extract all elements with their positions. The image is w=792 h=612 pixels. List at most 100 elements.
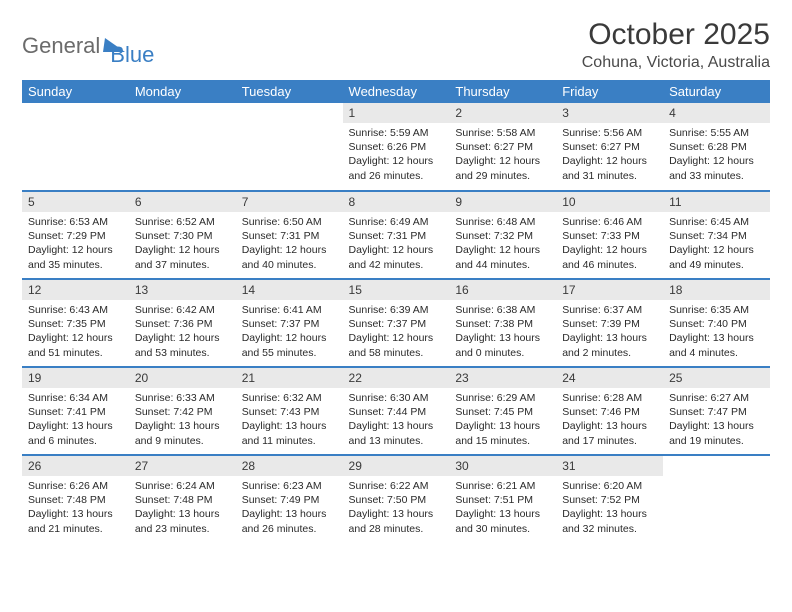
sunset-text: Sunset: 7:38 PM bbox=[455, 317, 550, 331]
day-number: 11 bbox=[663, 192, 770, 212]
daylight-text: Daylight: 12 hours and 37 minutes. bbox=[135, 243, 230, 271]
sunrise-text: Sunrise: 6:29 AM bbox=[455, 391, 550, 405]
day-number: 31 bbox=[556, 456, 663, 476]
calendar-cell: 8Sunrise: 6:49 AMSunset: 7:31 PMDaylight… bbox=[343, 191, 450, 279]
daylight-text: Daylight: 12 hours and 55 minutes. bbox=[242, 331, 337, 359]
day-number: 19 bbox=[22, 368, 129, 388]
sunrise-text: Sunrise: 6:27 AM bbox=[669, 391, 764, 405]
sunrise-text: Sunrise: 6:33 AM bbox=[135, 391, 230, 405]
daylight-text: Daylight: 13 hours and 21 minutes. bbox=[28, 507, 123, 535]
sunset-text: Sunset: 7:32 PM bbox=[455, 229, 550, 243]
calendar-cell: 26Sunrise: 6:26 AMSunset: 7:48 PMDayligh… bbox=[22, 455, 129, 543]
sunrise-text: Sunrise: 6:34 AM bbox=[28, 391, 123, 405]
daylight-text: Daylight: 13 hours and 9 minutes. bbox=[135, 419, 230, 447]
sunrise-text: Sunrise: 6:43 AM bbox=[28, 303, 123, 317]
sunset-text: Sunset: 6:28 PM bbox=[669, 140, 764, 154]
daylight-text: Daylight: 13 hours and 23 minutes. bbox=[135, 507, 230, 535]
day-details: Sunrise: 6:20 AMSunset: 7:52 PMDaylight:… bbox=[556, 476, 663, 542]
day-number: 4 bbox=[663, 103, 770, 123]
day-header: Sunday bbox=[22, 80, 129, 103]
sunset-text: Sunset: 7:36 PM bbox=[135, 317, 230, 331]
daylight-text: Daylight: 12 hours and 53 minutes. bbox=[135, 331, 230, 359]
sunset-text: Sunset: 7:52 PM bbox=[562, 493, 657, 507]
sunset-text: Sunset: 7:51 PM bbox=[455, 493, 550, 507]
daylight-text: Daylight: 13 hours and 13 minutes. bbox=[349, 419, 444, 447]
calendar-cell bbox=[663, 455, 770, 543]
calendar-cell: 14Sunrise: 6:41 AMSunset: 7:37 PMDayligh… bbox=[236, 279, 343, 367]
calendar-cell: 4Sunrise: 5:55 AMSunset: 6:28 PMDaylight… bbox=[663, 103, 770, 191]
day-details: Sunrise: 6:38 AMSunset: 7:38 PMDaylight:… bbox=[449, 300, 556, 366]
sunset-text: Sunset: 7:49 PM bbox=[242, 493, 337, 507]
calendar-cell: 18Sunrise: 6:35 AMSunset: 7:40 PMDayligh… bbox=[663, 279, 770, 367]
sunset-text: Sunset: 6:27 PM bbox=[455, 140, 550, 154]
day-number: 16 bbox=[449, 280, 556, 300]
sunrise-text: Sunrise: 6:52 AM bbox=[135, 215, 230, 229]
day-details: Sunrise: 6:43 AMSunset: 7:35 PMDaylight:… bbox=[22, 300, 129, 366]
day-number: 5 bbox=[22, 192, 129, 212]
daylight-text: Daylight: 13 hours and 26 minutes. bbox=[242, 507, 337, 535]
sunset-text: Sunset: 7:47 PM bbox=[669, 405, 764, 419]
logo: General Blue bbox=[22, 24, 154, 68]
calendar-row: 12Sunrise: 6:43 AMSunset: 7:35 PMDayligh… bbox=[22, 279, 770, 367]
daylight-text: Daylight: 12 hours and 51 minutes. bbox=[28, 331, 123, 359]
day-number bbox=[236, 103, 343, 123]
sunrise-text: Sunrise: 6:32 AM bbox=[242, 391, 337, 405]
daylight-text: Daylight: 12 hours and 35 minutes. bbox=[28, 243, 123, 271]
day-details: Sunrise: 6:26 AMSunset: 7:48 PMDaylight:… bbox=[22, 476, 129, 542]
calendar-cell: 20Sunrise: 6:33 AMSunset: 7:42 PMDayligh… bbox=[129, 367, 236, 455]
sunrise-text: Sunrise: 5:56 AM bbox=[562, 126, 657, 140]
day-number: 18 bbox=[663, 280, 770, 300]
day-details: Sunrise: 6:33 AMSunset: 7:42 PMDaylight:… bbox=[129, 388, 236, 454]
calendar-cell: 10Sunrise: 6:46 AMSunset: 7:33 PMDayligh… bbox=[556, 191, 663, 279]
calendar-row: 1Sunrise: 5:59 AMSunset: 6:26 PMDaylight… bbox=[22, 103, 770, 191]
sunrise-text: Sunrise: 6:26 AM bbox=[28, 479, 123, 493]
daylight-text: Daylight: 12 hours and 29 minutes. bbox=[455, 154, 550, 182]
day-details: Sunrise: 6:52 AMSunset: 7:30 PMDaylight:… bbox=[129, 212, 236, 278]
day-details: Sunrise: 6:27 AMSunset: 7:47 PMDaylight:… bbox=[663, 388, 770, 454]
day-number: 27 bbox=[129, 456, 236, 476]
daylight-text: Daylight: 12 hours and 58 minutes. bbox=[349, 331, 444, 359]
sunset-text: Sunset: 7:46 PM bbox=[562, 405, 657, 419]
day-number bbox=[663, 456, 770, 476]
day-details: Sunrise: 6:45 AMSunset: 7:34 PMDaylight:… bbox=[663, 212, 770, 278]
daylight-text: Daylight: 13 hours and 6 minutes. bbox=[28, 419, 123, 447]
sunrise-text: Sunrise: 6:39 AM bbox=[349, 303, 444, 317]
day-number: 3 bbox=[556, 103, 663, 123]
day-header: Wednesday bbox=[343, 80, 450, 103]
calendar-cell: 31Sunrise: 6:20 AMSunset: 7:52 PMDayligh… bbox=[556, 455, 663, 543]
calendar-cell: 9Sunrise: 6:48 AMSunset: 7:32 PMDaylight… bbox=[449, 191, 556, 279]
sunset-text: Sunset: 7:42 PM bbox=[135, 405, 230, 419]
day-number: 14 bbox=[236, 280, 343, 300]
calendar-cell: 29Sunrise: 6:22 AMSunset: 7:50 PMDayligh… bbox=[343, 455, 450, 543]
day-details: Sunrise: 5:58 AMSunset: 6:27 PMDaylight:… bbox=[449, 123, 556, 189]
day-header: Saturday bbox=[663, 80, 770, 103]
calendar-cell: 27 Sunrise: 6:24 AMSunset: 7:48 PMDayligh… bbox=[129, 455, 236, 543]
calendar-cell: 5Sunrise: 6:53 AMSunset: 7:29 PMDaylight… bbox=[22, 191, 129, 279]
daylight-text: Daylight: 12 hours and 49 minutes. bbox=[669, 243, 764, 271]
calendar-cell bbox=[129, 103, 236, 191]
sunrise-text: Sunrise: 6:24 AM bbox=[135, 479, 230, 493]
day-number: 25 bbox=[663, 368, 770, 388]
calendar-cell: 30Sunrise: 6:21 AMSunset: 7:51 PMDayligh… bbox=[449, 455, 556, 543]
day-number: 2 bbox=[449, 103, 556, 123]
sunrise-text: Sunrise: 6:45 AM bbox=[669, 215, 764, 229]
day-details: Sunrise: 6:50 AMSunset: 7:31 PMDaylight:… bbox=[236, 212, 343, 278]
daylight-text: Daylight: 12 hours and 42 minutes. bbox=[349, 243, 444, 271]
calendar-cell: 25Sunrise: 6:27 AMSunset: 7:47 PMDayligh… bbox=[663, 367, 770, 455]
calendar-cell: 24Sunrise: 6:28 AMSunset: 7:46 PMDayligh… bbox=[556, 367, 663, 455]
title-block: October 2025 Cohuna, Victoria, Australia bbox=[582, 18, 770, 72]
calendar-cell: 21Sunrise: 6:32 AMSunset: 7:43 PMDayligh… bbox=[236, 367, 343, 455]
sunrise-text: Sunrise: 6:46 AM bbox=[562, 215, 657, 229]
day-number: 22 bbox=[343, 368, 450, 388]
sunrise-text: Sunrise: 6:48 AM bbox=[455, 215, 550, 229]
sunrise-text: Sunrise: 6:22 AM bbox=[349, 479, 444, 493]
sunrise-text: Sunrise: 6:41 AM bbox=[242, 303, 337, 317]
day-details: Sunrise: 6:21 AMSunset: 7:51 PMDaylight:… bbox=[449, 476, 556, 542]
day-details: Sunrise: 6:30 AMSunset: 7:44 PMDaylight:… bbox=[343, 388, 450, 454]
daylight-text: Daylight: 13 hours and 30 minutes. bbox=[455, 507, 550, 535]
calendar-cell: 19Sunrise: 6:34 AMSunset: 7:41 PMDayligh… bbox=[22, 367, 129, 455]
sunrise-text: Sunrise: 6:49 AM bbox=[349, 215, 444, 229]
day-details: Sunrise: 5:55 AMSunset: 6:28 PMDaylight:… bbox=[663, 123, 770, 189]
sunset-text: Sunset: 7:48 PM bbox=[135, 493, 230, 507]
day-details: Sunrise: 6:48 AMSunset: 7:32 PMDaylight:… bbox=[449, 212, 556, 278]
